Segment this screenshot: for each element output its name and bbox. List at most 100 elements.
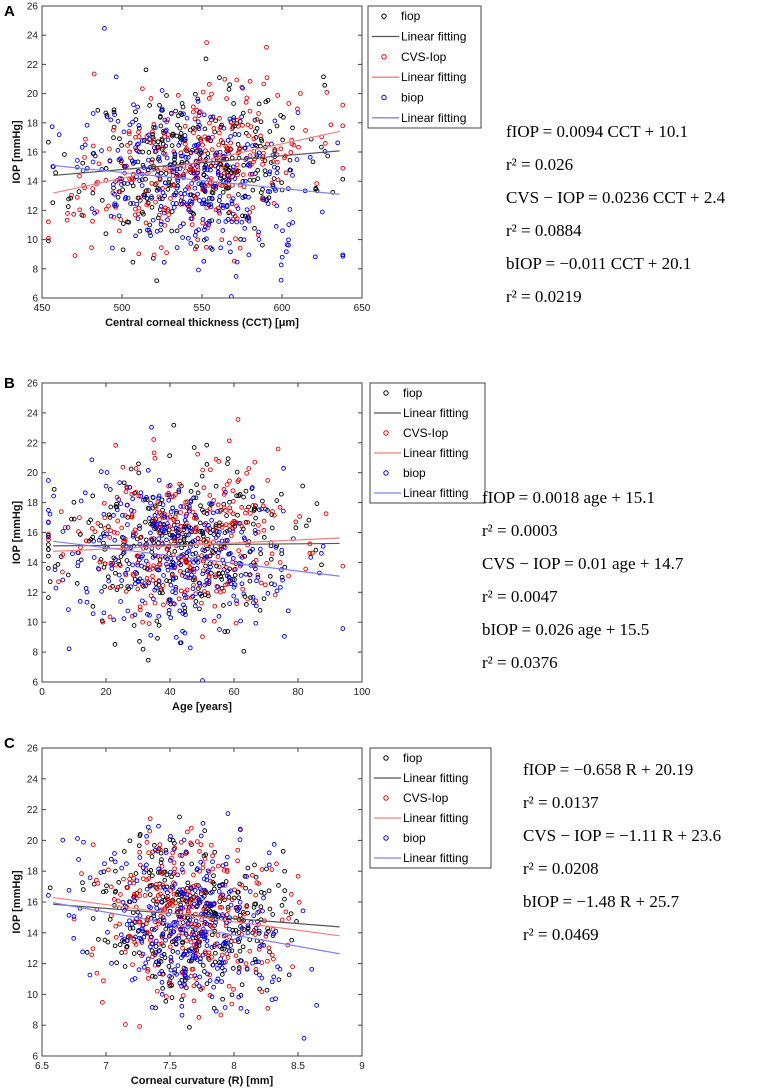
point-biop bbox=[157, 948, 162, 953]
point-fiop bbox=[62, 152, 67, 157]
point-biop bbox=[60, 529, 66, 534]
point-fiop bbox=[103, 166, 109, 171]
point-biop bbox=[140, 865, 146, 871]
panel-letter: B bbox=[4, 375, 15, 392]
point-biop bbox=[119, 182, 124, 187]
point-biop bbox=[129, 921, 135, 927]
y-tick-label: 10 bbox=[27, 990, 39, 1001]
point-biop bbox=[129, 508, 134, 513]
point-biop bbox=[150, 217, 156, 223]
point-cvs-iop bbox=[303, 566, 309, 572]
point-biop bbox=[78, 498, 84, 504]
point-biop bbox=[250, 494, 256, 500]
point-cvs-iop bbox=[264, 44, 269, 50]
point-fiop bbox=[220, 189, 226, 195]
point-cvs-iop bbox=[328, 122, 334, 128]
point-cvs-iop bbox=[167, 944, 173, 950]
point-cvs-iop bbox=[173, 900, 179, 906]
point-cvs-iop bbox=[215, 863, 221, 869]
point-biop bbox=[256, 237, 262, 242]
point-biop bbox=[198, 859, 204, 865]
point-cvs-iop bbox=[217, 547, 222, 553]
point-fiop bbox=[137, 523, 142, 529]
point-biop bbox=[131, 102, 136, 108]
point-fiop bbox=[158, 959, 164, 964]
point-biop bbox=[205, 971, 210, 977]
point-cvs-iop bbox=[192, 529, 197, 535]
point-biop bbox=[229, 198, 235, 204]
point-biop bbox=[193, 495, 199, 501]
point-fiop bbox=[78, 557, 84, 563]
point-fiop bbox=[154, 187, 160, 193]
point-biop bbox=[255, 919, 260, 924]
point-cvs-iop bbox=[199, 600, 204, 606]
point-biop bbox=[280, 228, 285, 234]
point-biop bbox=[184, 115, 190, 121]
point-fiop bbox=[229, 992, 235, 998]
point-fiop bbox=[257, 607, 263, 613]
point-biop bbox=[274, 203, 280, 209]
point-biop bbox=[240, 179, 246, 184]
point-fiop bbox=[149, 873, 155, 879]
point-cvs-iop bbox=[69, 192, 74, 198]
point-cvs-iop bbox=[233, 620, 239, 626]
point-cvs-iop bbox=[244, 904, 249, 910]
point-biop bbox=[228, 581, 234, 586]
y-tick-label: 24 bbox=[27, 774, 39, 785]
point-cvs-iop bbox=[72, 253, 78, 258]
point-fiop bbox=[174, 892, 180, 897]
point-fiop bbox=[124, 944, 129, 950]
point-cvs-iop bbox=[111, 897, 117, 902]
point-cvs-iop bbox=[151, 252, 157, 258]
point-fiop bbox=[102, 584, 107, 590]
y-tick-label: 12 bbox=[27, 959, 39, 970]
point-fiop bbox=[145, 657, 151, 663]
point-cvs-iop bbox=[224, 951, 230, 957]
regression-equation: CVS − IOP = 0.0236 CCT + 2.4 bbox=[506, 188, 726, 207]
point-biop bbox=[188, 885, 194, 891]
point-fiop bbox=[160, 507, 165, 513]
y-tick-label: 18 bbox=[27, 118, 39, 129]
point-cvs-iop bbox=[274, 159, 280, 165]
point-cvs-iop bbox=[177, 568, 183, 574]
point-biop bbox=[133, 233, 138, 239]
point-fiop bbox=[141, 138, 147, 143]
point-cvs-iop bbox=[127, 149, 132, 155]
point-fiop bbox=[234, 469, 240, 475]
point-biop bbox=[159, 933, 165, 939]
point-biop bbox=[151, 145, 157, 150]
point-fiop bbox=[160, 915, 166, 920]
point-fiop bbox=[237, 913, 243, 918]
y-tick-label: 12 bbox=[27, 588, 39, 599]
point-cvs-iop bbox=[158, 219, 164, 224]
point-cvs-iop bbox=[278, 146, 284, 152]
point-fiop bbox=[136, 470, 142, 476]
point-cvs-iop bbox=[196, 1015, 202, 1020]
point-fiop bbox=[173, 108, 178, 114]
point-biop bbox=[49, 124, 55, 130]
point-cvs-iop bbox=[295, 873, 301, 879]
point-biop bbox=[208, 167, 213, 173]
point-fiop bbox=[226, 86, 232, 92]
point-fiop bbox=[282, 868, 287, 874]
point-cvs-iop bbox=[207, 493, 213, 498]
point-fiop bbox=[240, 110, 246, 116]
point-cvs-iop bbox=[111, 214, 117, 220]
point-cvs-iop bbox=[224, 912, 230, 917]
point-biop bbox=[164, 537, 169, 543]
point-biop bbox=[186, 548, 192, 554]
legend-label-fit: Linear fitting bbox=[401, 111, 466, 125]
point-biop bbox=[124, 938, 130, 943]
point-biop bbox=[225, 137, 231, 143]
point-biop bbox=[286, 222, 292, 227]
point-biop bbox=[102, 533, 107, 539]
point-biop bbox=[190, 935, 196, 941]
point-biop bbox=[168, 582, 174, 588]
y-tick-label: 26 bbox=[27, 744, 39, 755]
point-biop bbox=[141, 497, 146, 503]
point-cvs-iop bbox=[323, 511, 329, 517]
regression-equation: bIOP = −0.011 CCT + 20.1 bbox=[506, 254, 691, 273]
point-cvs-iop bbox=[252, 459, 258, 465]
legend-label-fit: Linear fitting bbox=[403, 771, 468, 785]
point-cvs-iop bbox=[100, 1000, 105, 1005]
